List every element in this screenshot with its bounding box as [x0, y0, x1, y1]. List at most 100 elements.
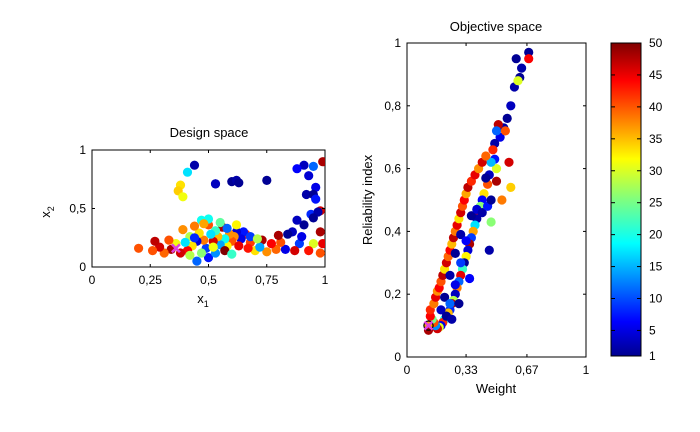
design-space-data-point — [234, 178, 244, 188]
design-space-data-point — [273, 230, 283, 240]
design-space-data-point — [311, 194, 321, 204]
objective-space-data-point — [481, 173, 491, 183]
design-space-x-tick-label: 0,75 — [255, 273, 279, 287]
design-space-data-point — [206, 229, 216, 239]
design-space-data-point — [262, 247, 272, 257]
objective-space-y-tick-label: 0,8 — [384, 99, 401, 113]
objective-space-data-point — [481, 151, 491, 161]
design-space-data-point — [178, 192, 188, 202]
objective-space-chart: Objective space 0 0,33 0,67 1 0 0,2 0,4 0,6 0,8 1… — [360, 19, 590, 396]
objective-space-data-point — [517, 63, 527, 73]
objective-space-data-point — [488, 145, 498, 155]
design-space-data-point — [283, 229, 293, 239]
objective-space-data-point — [445, 299, 455, 309]
objective-space-data-point — [456, 258, 466, 268]
objective-space-data-point — [484, 245, 494, 255]
design-space-ylabel: x2 — [38, 206, 56, 218]
design-space-data-point — [301, 189, 311, 200]
design-space-data-point — [290, 246, 300, 256]
design-space-data-point — [208, 242, 218, 252]
objective-space-x-tick-label: 0,33 — [454, 363, 478, 377]
colorbar-tick-label: 1 — [649, 349, 656, 363]
design-space-data-point — [220, 246, 230, 256]
design-space-title: Design space — [170, 125, 249, 140]
objective-space-ylabel: Reliability index — [360, 154, 375, 245]
objective-space-cross-marker-stroke-b — [423, 320, 434, 331]
design-space-data-point — [311, 182, 321, 192]
objective-space-data-point — [486, 195, 496, 205]
objective-space-data-point — [506, 101, 516, 111]
design-space-data-point — [280, 244, 290, 254]
design-space-data-point — [185, 250, 195, 260]
colorbar-tick-label: 5 — [649, 323, 656, 337]
design-space-data-point — [222, 223, 232, 233]
design-space-data-point — [304, 171, 314, 181]
design-space-data-point — [203, 253, 214, 263]
design-space-y-tick-label: 1 — [79, 143, 86, 157]
objective-space-data-point — [477, 208, 487, 218]
objective-space-data-point — [425, 311, 435, 321]
design-space-data-point — [236, 234, 246, 244]
design-space-ylabel-main: x — [38, 211, 53, 218]
colorbar-tick-label: 50 — [649, 36, 663, 50]
objective-space-y-tick-label: 1 — [394, 36, 401, 50]
design-space-data-point — [299, 220, 309, 230]
design-space-x-tick-label: 0 — [89, 273, 96, 287]
design-space-data-point — [318, 239, 325, 249]
objective-space-x-tick-label: 0 — [404, 363, 411, 377]
design-space-cross-marker-stroke-b — [170, 243, 181, 254]
design-space-x-tick-label: 0,5 — [200, 273, 217, 287]
design-space-y-tick-label: 0 — [79, 260, 86, 274]
objective-space-data-point — [450, 280, 460, 290]
design-space-data-point — [178, 225, 188, 235]
objective-space-data-point — [447, 314, 457, 324]
objective-space-points — [423, 47, 534, 335]
design-space-data-point — [164, 235, 174, 245]
design-space-xlabel-subscript: 1 — [204, 299, 209, 309]
design-space-data-point — [292, 164, 302, 174]
objective-space-data-point — [524, 47, 534, 58]
objective-space-data-point — [500, 126, 510, 136]
objective-space-data-point — [445, 270, 455, 280]
design-space-xlabel-main: x — [197, 291, 204, 306]
design-space-data-point — [252, 234, 262, 244]
design-space-data-point — [189, 160, 200, 170]
design-space-xlabel: x1 — [197, 291, 209, 309]
design-space-data-point — [180, 237, 190, 247]
design-space-x-tick-label: 0,25 — [139, 273, 163, 287]
design-space-data-point — [255, 242, 265, 252]
colorbar-gradient — [610, 42, 642, 357]
objective-space-data-point — [440, 292, 450, 302]
design-space-data-point — [315, 227, 325, 237]
design-space-data-point — [297, 232, 307, 242]
objective-space-data-point — [502, 113, 512, 123]
design-space-data-point — [148, 246, 158, 256]
objective-space-highlighted-point — [423, 320, 434, 331]
design-space-data-point — [308, 161, 318, 171]
design-space-points — [134, 157, 325, 266]
design-space-data-point — [318, 157, 325, 167]
design-space-data-point — [294, 239, 304, 249]
objective-space-data-point — [491, 126, 502, 136]
objective-space-y-tick-label: 0,6 — [384, 162, 401, 176]
design-space-data-point — [262, 175, 272, 185]
design-space-data-point — [182, 167, 193, 177]
objective-space-data-point — [491, 164, 502, 174]
objective-space-y-tick-label: 0 — [394, 350, 401, 364]
objective-space-y-tick-label: 0,2 — [384, 287, 401, 301]
objective-space-data-point — [450, 248, 460, 258]
objective-space-x-tick-label: 0,67 — [515, 363, 539, 377]
design-space-data-point — [266, 239, 276, 249]
objective-space-data-point — [461, 236, 471, 246]
objective-space-data-point — [466, 211, 476, 221]
design-space-y-tick-label: 0,5 — [69, 202, 86, 216]
design-space-data-point — [292, 215, 302, 225]
objective-space-data-point — [497, 195, 507, 205]
design-space-data-point — [196, 248, 207, 258]
objective-space-data-point — [436, 305, 446, 315]
design-space-data-point — [150, 236, 160, 246]
objective-space-data-point — [456, 229, 466, 240]
colorbar-tick-label: 10 — [649, 292, 663, 306]
objective-space-ticks: 0 0,33 0,67 1 0 0,2 0,4 0,6 0,8 1 — [384, 36, 589, 377]
